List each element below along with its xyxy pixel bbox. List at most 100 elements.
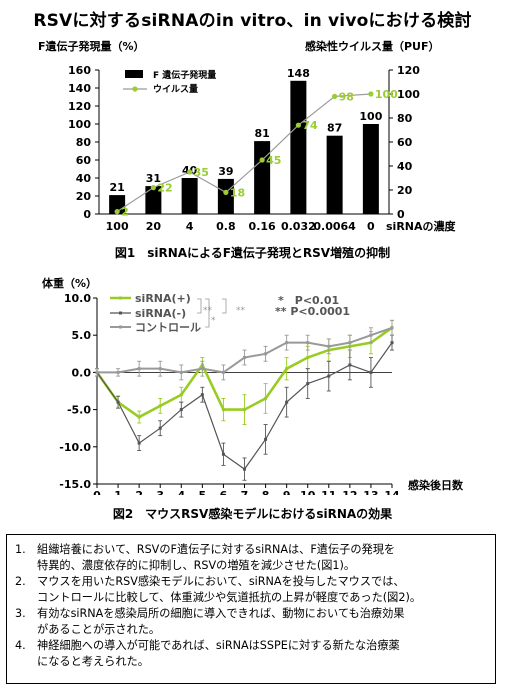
y-axis-tick-label: -5.0 [67,404,91,417]
series-point [264,396,268,400]
virus-point [259,157,265,163]
conclusion-number: 1. [15,543,26,556]
series-point [306,356,310,360]
f-gene-bar-label: 148 [287,67,310,80]
virus-point-label: 18 [230,186,245,199]
virus-point-label: 98 [339,90,354,103]
x-category-label: 0.16 [249,220,276,233]
virus-point-label: 35 [194,166,209,179]
x-axis-tick-label: 11 [321,489,336,495]
significance-bracket [197,298,202,314]
y-axis-tick-label: 5.0 [72,329,92,342]
x-axis-tick-label: 1 [114,489,122,495]
legend-bar-label: F 遺伝子発現量 [153,69,216,81]
conclusion-text: マウスを用いたRSV感染モデルにおいて、siRNAを投与したマウスでは、 コント… [37,575,422,604]
series-point [158,367,162,371]
f-gene-bar [254,141,271,214]
x-axis-tick-label: 3 [156,489,164,495]
f-gene-bar-label: 21 [109,181,124,194]
x-axis-tick-label: 7 [241,489,249,495]
virus-point-label: 74 [302,119,318,132]
series-point [116,370,120,374]
right-axis-tick-label: 40 [397,160,413,173]
right-axis-tick-label: 0 [397,208,405,221]
series-point [285,367,289,371]
series-point [158,404,162,408]
series-point [327,344,331,348]
series-point [306,341,310,345]
left-axis-tick-label: 80 [76,136,92,149]
x-axis-tick-label: 6 [220,489,228,495]
figure1-caption: 図1 siRNAによるF遺伝子発現とRSV増殖の抑制 [114,246,391,260]
left-axis-tick-label: 100 [68,118,91,131]
y-axis-tick-label: 10.0 [64,292,91,305]
f-gene-bar [217,178,234,214]
conclusion-text: 有効なsiRNAを感染局所の細胞に導入できれば、動物においても治療効果 があるこ… [37,607,405,636]
x-axis-tick-label: 9 [283,489,291,495]
legend-label: siRNA(+) [135,292,191,305]
series-point [137,415,141,419]
series-point [327,374,331,378]
legend-label: siRNA(-) [135,307,186,320]
y-axis-tick-label: 0.0 [72,366,92,379]
f-gene-bar [290,80,307,214]
conclusions-box: 1. 組織培養において、RSVのF遺伝子に対するsiRNAは、F遺伝子の発現を 特… [6,534,496,684]
series-point [390,341,394,345]
f-gene-bar-label: 87 [327,122,342,135]
figure1-svg: F遺伝子発現量（%） 感染性ウイルス量（PUF）02040608010012014… [38,39,457,233]
significance-mark: * [211,316,216,326]
y-axis-tick-label: -10.0 [59,441,91,454]
legend-marker [119,296,122,300]
series-point [116,400,120,404]
f-gene-bar [145,186,162,214]
x-axis-tick-label: 5 [199,489,207,495]
x-axis-tick-label: 0 [93,489,101,495]
left-axis-tick-label: 60 [76,154,92,167]
p-value-annotation: ** P<0.0001 [275,305,350,318]
left-axis-tick-label: 20 [76,190,92,203]
x-category-label: 0.032 [281,220,316,233]
series-point [221,408,225,412]
series-point [200,393,204,397]
virus-point-label: 2 [121,206,129,219]
f-gene-bar-label: 39 [218,165,233,178]
f-gene-bar-label: 31 [146,172,161,185]
virus-point [187,169,193,175]
legend-label: コントロール [135,321,201,334]
legend-marker [119,325,122,329]
conclusion-item: 4. 神経細胞への導入が可能であれば、siRNAはSSPEに対する新たな治療薬 に… [15,638,489,669]
series-point [179,370,183,374]
significance-bracket [205,298,210,328]
legend-line-label: ウイルス量 [153,83,198,95]
virus-point [223,189,229,195]
x-category-label: 0.0064 [313,220,356,233]
x-axis-tick-label: 12 [342,489,357,495]
right-axis-tick-label: 60 [397,136,413,149]
virus-point [295,122,301,128]
virus-point [332,93,338,99]
right-axis-title: 感染性ウイルス量（PUF） [305,39,440,53]
virus-point-label: 22 [157,182,172,195]
x-axis-tick-label: 4 [177,489,185,495]
x-axis-title: 感染後日数 [408,478,464,492]
x-axis-tick-label: 2 [135,489,143,495]
y-axis-tick-label: -15.0 [59,478,91,491]
figure2-caption: 図2 マウスRSV感染モデルにおけるsiRNAの効果 [112,507,393,521]
virus-point-label: 45 [266,154,281,167]
p-value-annotation: * P<0.01 [278,294,339,307]
right-axis-tick-label: 20 [397,184,413,197]
conclusion-number: 3. [15,607,26,620]
virus-point-label: 100 [375,88,398,101]
legend-line-marker [132,86,138,92]
significance-mark: ** [203,306,213,316]
significance-mark: ** [236,306,246,316]
f-gene-bar [326,135,343,214]
series-point [285,341,289,345]
series-point [137,367,141,371]
conclusion-item: 2. マウスを用いたRSV感染モデルにおいて、siRNAを投与したマウスでは、 コ… [15,574,489,605]
x-axis-tick-label: 13 [363,489,378,495]
x-category-label: 0.8 [216,220,236,233]
x-category-label: 0 [367,220,375,233]
series-point [137,441,141,445]
right-axis-tick-label: 100 [397,88,420,101]
